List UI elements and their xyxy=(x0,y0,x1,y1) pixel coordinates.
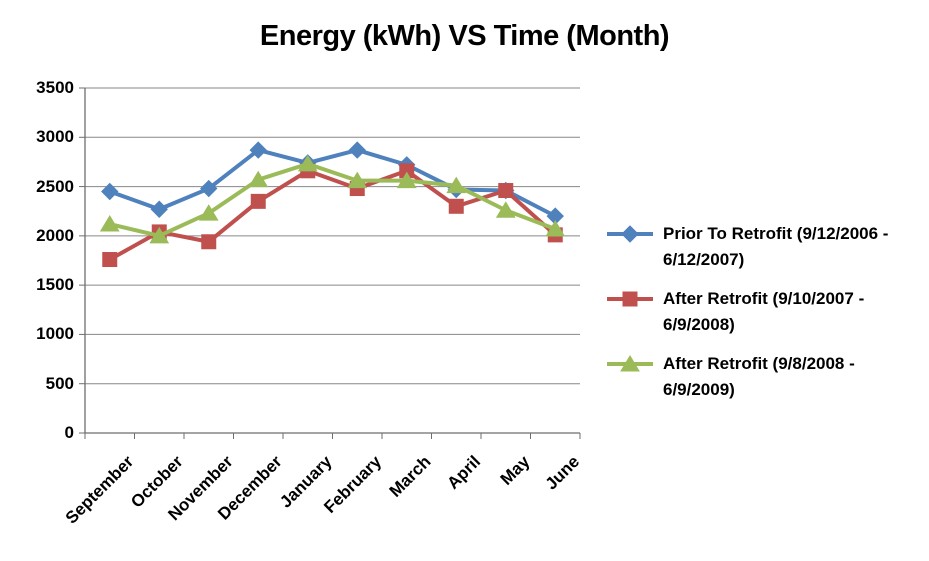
series-square xyxy=(102,163,563,268)
legend-entry: After Retrofit (9/10/2007 - 6/9/2008) xyxy=(607,286,927,338)
chart-title: Energy (kWh) VS Time (Month) xyxy=(259,20,670,52)
y-tick-label: 2000 xyxy=(36,225,74,245)
legend-entry: After Retrofit (9/8/2008 - 6/9/2009) xyxy=(607,351,927,403)
square-marker xyxy=(498,183,514,199)
legend-label-line1: After Retrofit (9/8/2008 - xyxy=(663,354,855,373)
y-tick-label: 3500 xyxy=(36,78,74,97)
triangle-marker xyxy=(446,176,467,194)
diamond-marker xyxy=(621,225,639,243)
legend-label-line2: 6/9/2009) xyxy=(663,380,735,399)
triangle-marker xyxy=(347,171,368,189)
triangle-marker xyxy=(495,201,516,218)
legend-label: Prior To Retrofit (9/12/2006 - 6/12/2007… xyxy=(663,221,888,273)
triangle-marker xyxy=(297,154,318,172)
triangle-marker xyxy=(248,170,269,188)
diamond-marker xyxy=(200,179,218,198)
y-tick-label: 1500 xyxy=(36,275,74,295)
triangle-marker xyxy=(149,226,170,244)
triangle-marker xyxy=(620,355,640,372)
triangle-marker xyxy=(198,204,219,221)
legend-label-line1: After Retrofit (9/10/2007 - xyxy=(663,289,865,308)
triangle-marker xyxy=(99,215,120,232)
square-marker xyxy=(201,234,217,250)
square-marker xyxy=(250,193,266,209)
series-line xyxy=(107,161,558,238)
legend-entry: Prior To Retrofit (9/12/2006 - 6/12/2007… xyxy=(607,221,927,273)
triangle-marker xyxy=(396,171,417,189)
y-tick-label: 3000 xyxy=(36,127,74,147)
series-line xyxy=(107,168,558,262)
square-marker xyxy=(622,291,638,307)
y-tick-label: 0 xyxy=(64,423,74,442)
legend-label: After Retrofit (9/8/2008 - 6/9/2009) xyxy=(663,351,855,403)
square-marker xyxy=(448,198,464,214)
series-line xyxy=(107,148,558,219)
diamond-marker xyxy=(150,200,168,218)
diamond-marker xyxy=(101,182,119,201)
diamond-marker xyxy=(348,141,366,159)
diamond-marker xyxy=(249,141,267,159)
legend-marker-triangle-icon xyxy=(607,355,653,372)
series-triangle xyxy=(99,154,566,244)
y-tick-label: 500 xyxy=(45,373,74,393)
legend-marker-diamond-icon xyxy=(607,225,653,243)
y-tick-label: 2500 xyxy=(36,176,74,196)
legend-label-line1: Prior To Retrofit (9/12/2006 - xyxy=(663,224,889,243)
legend-label-line2: 6/12/2007) xyxy=(663,250,745,269)
legend-label: After Retrofit (9/10/2007 - 6/9/2008) xyxy=(663,286,864,338)
series-diamond xyxy=(101,141,564,225)
triangle-marker xyxy=(545,219,566,237)
legend-marker-square-icon xyxy=(607,291,653,307)
legend: Prior To Retrofit (9/12/2006 - 6/12/2007… xyxy=(607,221,927,416)
legend-label-line2: 6/9/2008) xyxy=(663,315,735,334)
square-marker xyxy=(102,252,118,268)
y-tick-label: 1000 xyxy=(36,324,74,344)
